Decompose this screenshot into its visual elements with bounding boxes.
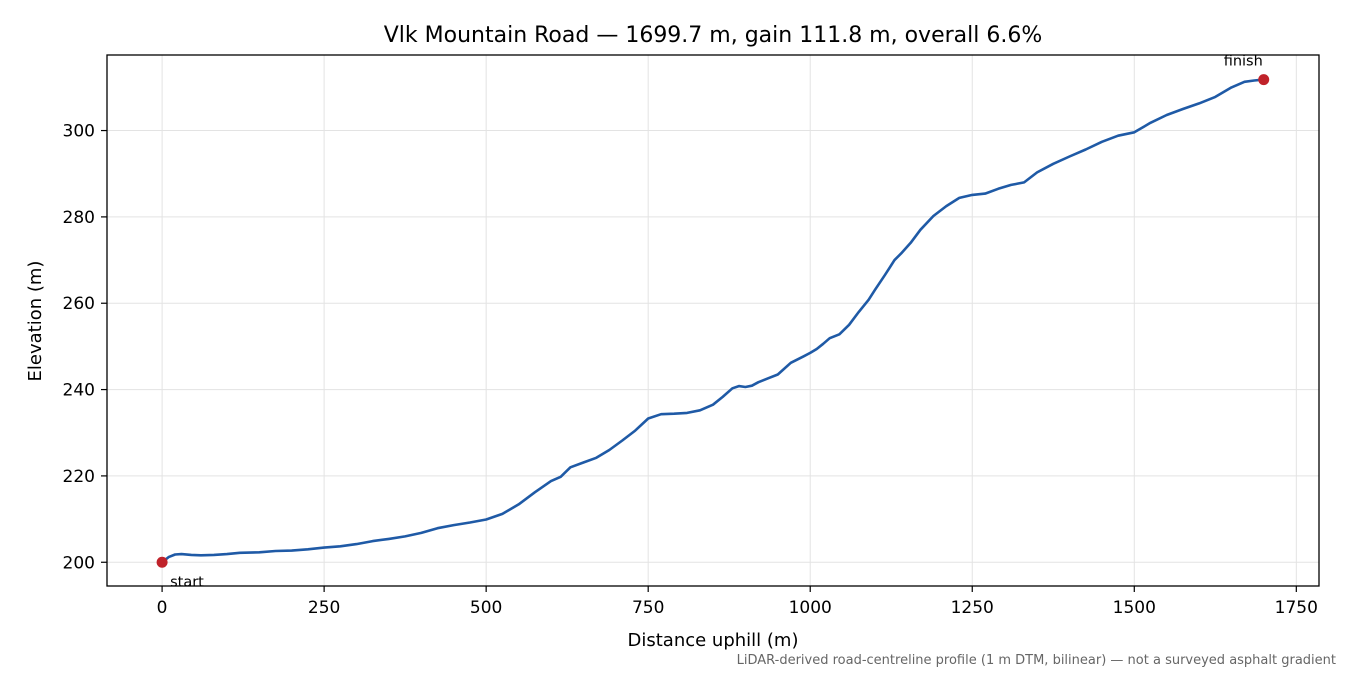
annotations: start finish	[170, 54, 1263, 591]
finish-label: finish	[1224, 54, 1263, 70]
finish-marker	[1258, 74, 1270, 86]
start-marker	[156, 556, 168, 568]
y-tick-label: 300	[63, 122, 95, 142]
x-tick-label: 1500	[1113, 598, 1156, 618]
chart-title: Vlk Mountain Road — 1699.7 m, gain 111.8…	[384, 23, 1043, 48]
y-tick-label: 280	[63, 208, 95, 228]
x-tick-label: 1000	[789, 598, 832, 618]
x-tick-label: 500	[470, 598, 502, 618]
grid	[107, 55, 1319, 586]
x-tick-label: 250	[308, 598, 340, 618]
x-tick-label: 1250	[951, 598, 994, 618]
plot-area	[156, 74, 1270, 568]
x-tick-label: 0	[157, 598, 168, 618]
start-label: start	[170, 574, 204, 590]
x-tick-label: 1750	[1275, 598, 1318, 618]
footnote: LiDAR-derived road-centreline profile (1…	[737, 653, 1336, 668]
y-axis-label: Elevation (m)	[25, 261, 46, 382]
y-tick-label: 220	[63, 467, 95, 487]
elevation-profile-line	[160, 78, 1265, 564]
x-axis: 0 250 500 750 1000 1250 1500 1750	[157, 586, 1318, 618]
y-tick-label: 240	[63, 381, 95, 401]
y-tick-label: 260	[63, 294, 95, 314]
x-tick-label: 750	[632, 598, 664, 618]
y-tick-label: 200	[63, 553, 95, 573]
x-axis-label: Distance uphill (m)	[628, 630, 799, 651]
plot-frame	[106, 54, 1320, 587]
y-axis: 200 220 240 260 280 300	[63, 122, 107, 573]
